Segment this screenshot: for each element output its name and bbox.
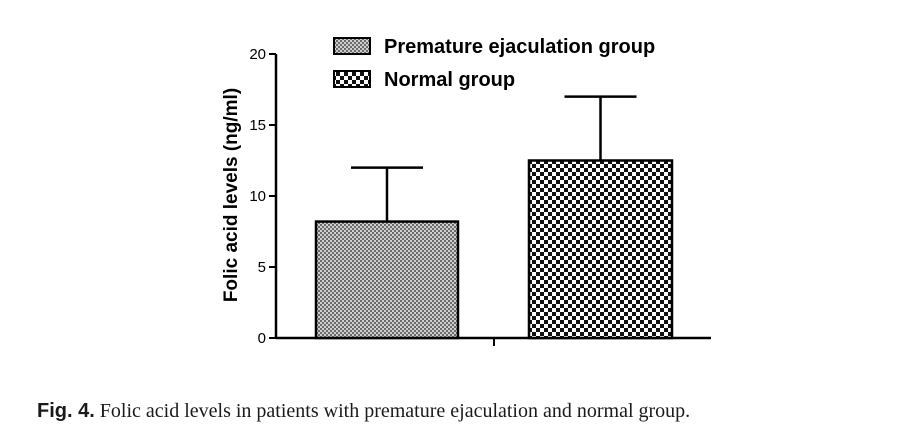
y-tick-label: 0: [258, 330, 266, 347]
y-tick-label: 10: [249, 188, 266, 205]
legend: Premature ejaculation group Normal group: [333, 36, 655, 91]
y-tick-label: 5: [258, 259, 266, 276]
bars: [314, 95, 674, 340]
y-axis-ticks: 0 5 10 15 20: [249, 46, 276, 347]
legend-label-premature: Premature ejaculation group: [384, 36, 655, 58]
bar-chart: Folic acid levels (ng/ml) 0 5 10 15 20 Prema…: [221, 36, 711, 347]
figure-caption: Fig. 4. Folic acid levels in patients wi…: [37, 400, 690, 423]
y-axis-label: Folic acid levels (ng/ml): [221, 88, 242, 302]
bar-normal: [527, 159, 674, 340]
legend-swatch-premature: [333, 37, 371, 55]
caption-label: Fig. 4.: [37, 400, 95, 422]
legend-swatch-normal: [333, 70, 371, 88]
bar-premature-ejaculation: [314, 220, 460, 340]
y-tick-label: 20: [249, 46, 266, 63]
legend-label-normal: Normal group: [384, 69, 515, 91]
y-tick-label: 15: [249, 117, 266, 134]
caption-text: Folic acid levels in patients with prema…: [99, 400, 691, 422]
